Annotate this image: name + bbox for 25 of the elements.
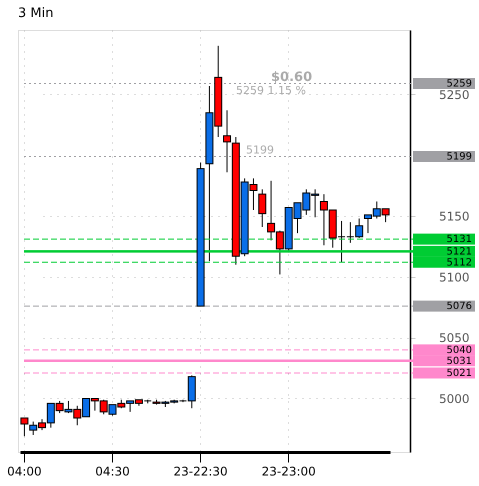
annotation: $0.60 — [271, 70, 312, 85]
ref-line-label: 5040 — [446, 344, 472, 356]
annotation: 5199 — [246, 143, 274, 156]
x-tick-label: 04:30 — [95, 464, 130, 478]
candlestick — [258, 188, 266, 228]
candlestick — [223, 110, 232, 173]
candlestick — [20, 417, 28, 437]
y-tick-label: 5050 — [438, 331, 470, 346]
x-tick-label: 23-22:30 — [174, 464, 228, 478]
x-tick-label: 04:00 — [7, 464, 42, 478]
ref-line-label: 5121 — [446, 246, 472, 258]
ref-line-label: 5112 — [446, 257, 472, 268]
ref-line-label: 5031 — [446, 356, 472, 367]
ref-line-label: 5076 — [446, 301, 472, 312]
ref-line-label: 5199 — [446, 151, 472, 162]
ref-line-label: 5021 — [446, 368, 472, 379]
ref-line-label: 5131 — [446, 234, 472, 246]
ref-line-label: 5259 — [446, 78, 472, 90]
chart-title: 3 Min — [18, 6, 54, 21]
annotation: 5259 1.15 % — [236, 84, 306, 97]
y-tick-label: 5000 — [438, 392, 470, 406]
x-tick-label: 23-23:00 — [262, 464, 316, 478]
y-tick-label: 5100 — [438, 270, 470, 284]
y-tick-label: 5150 — [438, 210, 470, 224]
y-tick-label: 5250 — [438, 88, 470, 102]
